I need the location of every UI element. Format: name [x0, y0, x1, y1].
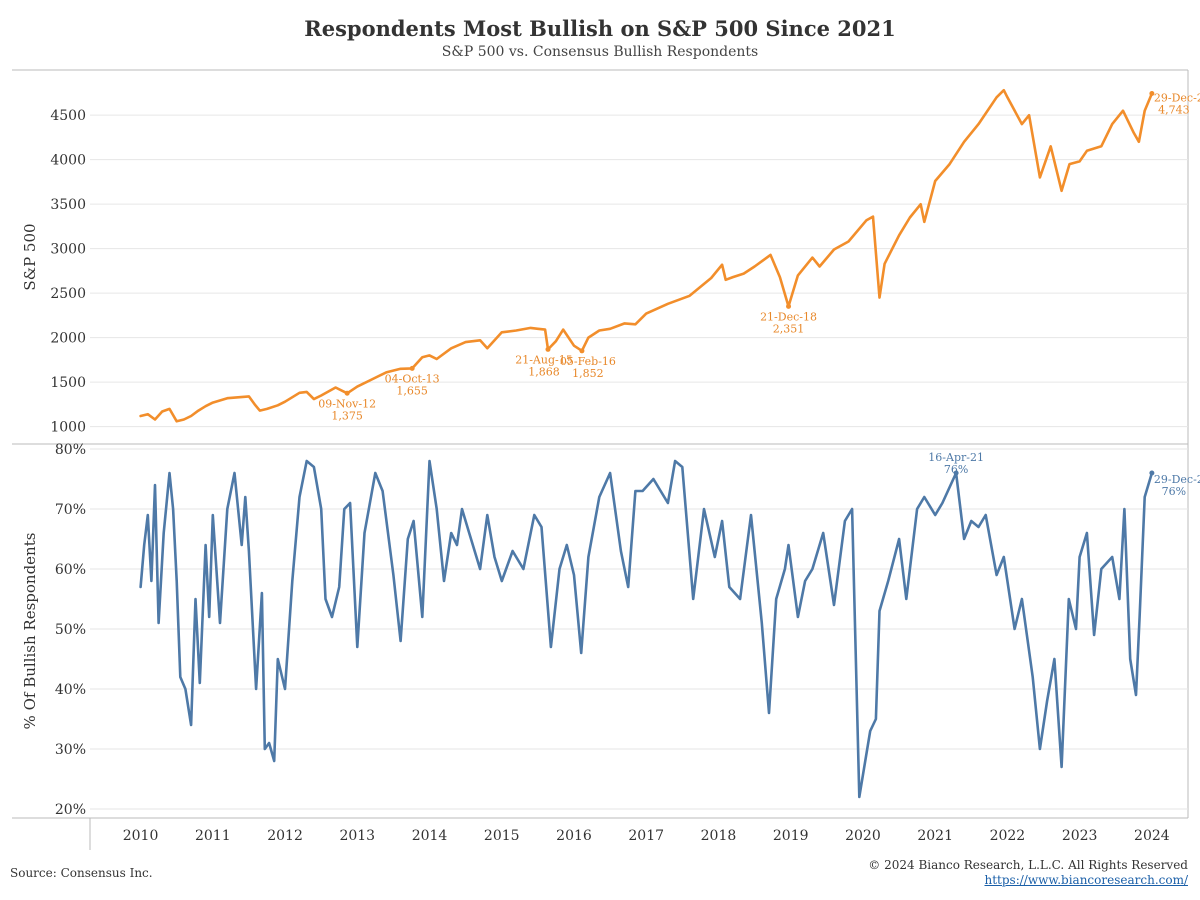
- y-tick-label: 4000: [50, 153, 86, 169]
- sp500-marker: [344, 390, 350, 396]
- annotation-value: 1,868: [528, 365, 560, 378]
- x-tick-label: 2013: [339, 828, 375, 844]
- y-tick-label: 2500: [50, 286, 86, 302]
- annotation-value: 2,351: [773, 322, 805, 335]
- annotation-value: 1,852: [572, 367, 604, 380]
- x-tick-label: 2012: [267, 828, 303, 844]
- sp500-marker: [1149, 91, 1155, 97]
- y-tick-label: 2000: [50, 331, 86, 347]
- x-tick-label: 2014: [412, 828, 448, 844]
- sp500-panel: 1000 1500 2000 2500 3000 3500 4000 4500 S&P 500 0…: [21, 88, 1200, 436]
- website-link[interactable]: https://www.biancoresearch.com/: [984, 873, 1188, 887]
- sp500-line: [139, 88, 1154, 423]
- bullish-panel: 20% 30% 40% 50% 60% 70% 80% % Of Bullish Respon…: [21, 442, 1200, 818]
- y-axis-title: S&P 500: [21, 223, 39, 290]
- annotation-value: 4,743: [1158, 104, 1190, 117]
- x-tick-label: 2020: [845, 828, 881, 844]
- x-tick-label: 2010: [123, 828, 159, 844]
- y-tick-label: 80%: [55, 442, 86, 458]
- annotation-date: 21-Dec-18: [760, 310, 817, 323]
- y-tick-label: 60%: [55, 562, 86, 578]
- x-tick-label: 2021: [917, 828, 953, 844]
- annotation-value: 1,375: [331, 409, 363, 422]
- y-tick-label: 3500: [50, 197, 86, 213]
- footer-credits: © 2024 Bianco Research, L.L.C. All Right…: [868, 858, 1188, 888]
- y-axis-title: % Of Bullish Respondents: [21, 533, 39, 730]
- bullish-marker: [1149, 470, 1155, 476]
- sp500-marker: [409, 365, 415, 371]
- sp500-marker: [786, 303, 792, 309]
- chart-title: Respondents Most Bullish on S&P 500 Sinc…: [304, 16, 896, 41]
- y-tick-label: 1000: [50, 420, 86, 436]
- annotation-date: 29-Dec-23: [1154, 92, 1200, 105]
- sp500-marker: [579, 348, 585, 354]
- annotation-date: 09-Nov-12: [318, 397, 376, 410]
- annotation-value: 76%: [944, 463, 968, 476]
- y-tick-label: 30%: [55, 742, 86, 758]
- x-tick-label: 2022: [990, 828, 1026, 844]
- y-tick-label: 70%: [55, 502, 86, 518]
- annotation-date: 05-Feb-16: [560, 355, 616, 368]
- annotation-date: 21-Aug-15: [515, 353, 573, 366]
- y-tick-label: 40%: [55, 682, 86, 698]
- y-tick-label: 3000: [50, 242, 86, 258]
- x-tick-label: 2018: [701, 828, 737, 844]
- bullish-marker: [953, 470, 959, 476]
- x-tick-label: 2023: [1062, 828, 1098, 844]
- annotation-value: 76%: [1162, 485, 1186, 498]
- x-tick-label: 2015: [484, 828, 520, 844]
- x-tick-label: 2019: [773, 828, 809, 844]
- annotation-date: 29-Dec-23: [1154, 473, 1200, 486]
- y-tick-label: 20%: [55, 802, 86, 818]
- source-note: Source: Consensus Inc.: [10, 866, 153, 880]
- x-tick-label: 2024: [1134, 828, 1170, 844]
- sp500-marker: [545, 346, 551, 352]
- annotation-value: 1,655: [396, 384, 428, 397]
- chart-subtitle: S&P 500 vs. Consensus Bullish Respondent…: [441, 44, 759, 60]
- x-tick-label: 2011: [195, 828, 231, 844]
- x-tick-label: 2016: [556, 828, 592, 844]
- annotation-date: 16-Apr-21: [928, 451, 984, 464]
- x-tick-label: 2017: [628, 828, 664, 844]
- y-tick-label: 50%: [55, 622, 86, 638]
- copyright-text: © 2024 Bianco Research, L.L.C. All Right…: [868, 858, 1188, 872]
- bullish-line: [139, 459, 1154, 799]
- y-tick-label: 4500: [50, 108, 86, 124]
- annotation-date: 04-Oct-13: [385, 372, 440, 385]
- y-tick-label: 1500: [50, 375, 86, 391]
